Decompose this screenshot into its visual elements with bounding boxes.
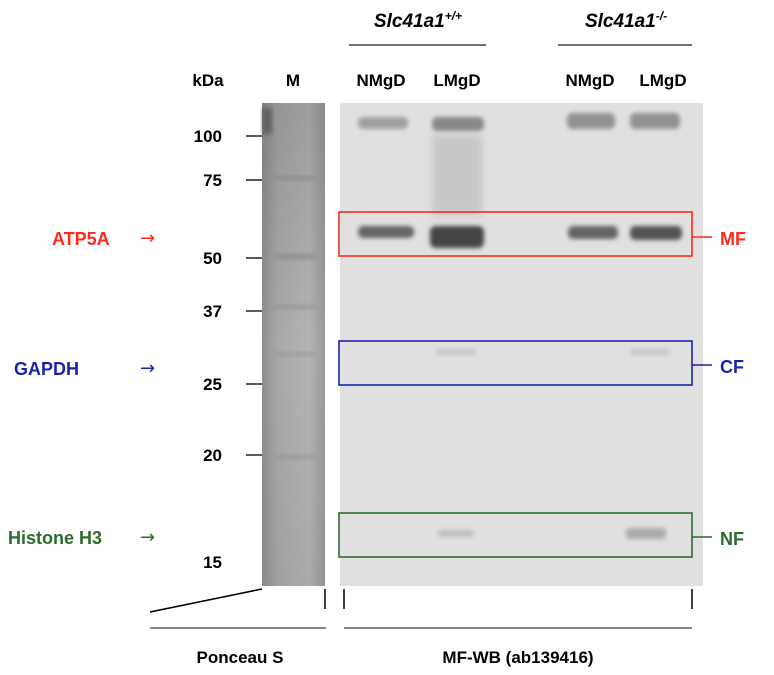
histone-band xyxy=(626,528,666,539)
atp5a-band xyxy=(430,226,484,248)
high-mw-band xyxy=(630,113,680,129)
genotype-wt-label: Slc41a1+/+ xyxy=(374,9,462,32)
fraction-nf-label: NF xyxy=(720,529,744,549)
mw-label: 100 xyxy=(194,127,222,146)
mw-label: 15 xyxy=(203,553,222,572)
fraction-cf-label: CF xyxy=(720,357,744,377)
histone-band xyxy=(438,530,474,537)
mw-label: 75 xyxy=(203,171,222,190)
lane-label: NMgD xyxy=(356,71,405,90)
ponceau-diagonal-line xyxy=(149,588,263,613)
kda-header: kDa xyxy=(192,71,224,90)
genotype-ko-name: Slc41a1 xyxy=(585,11,656,32)
mw-label: 50 xyxy=(203,249,222,268)
genotype-wt-superscript: +/+ xyxy=(445,9,462,23)
mf-box xyxy=(338,211,693,257)
atp5a-band xyxy=(630,226,682,240)
high-mw-band xyxy=(432,117,484,131)
mw-label: 25 xyxy=(203,375,222,394)
high-mw-band xyxy=(567,113,615,129)
genotype-wt-name: Slc41a1 xyxy=(374,11,445,32)
high-mw-band xyxy=(358,117,408,129)
mw-markers: 100 75 50 37 25 20 15 xyxy=(194,127,262,572)
wb-membrane xyxy=(340,103,703,586)
lane-label: LMgD xyxy=(639,71,686,90)
mw-label: 20 xyxy=(203,446,222,465)
lane-label: LMgD xyxy=(433,71,480,90)
nf-box xyxy=(338,512,693,558)
fraction-mf-label: MF xyxy=(720,229,746,249)
genotype-ko-superscript: -/- xyxy=(656,9,667,23)
wb-label: MF-WB (ab139416) xyxy=(442,648,593,667)
arrow-right-icon: → xyxy=(140,527,155,548)
ponceau-label: Ponceau S xyxy=(197,648,284,667)
gapdh-band xyxy=(630,349,670,355)
mw-label: 37 xyxy=(203,302,222,321)
arrow-right-icon: → xyxy=(140,228,155,249)
protein-histone-label: Histone H3 xyxy=(8,528,102,548)
marker-lane-label: M xyxy=(286,71,300,90)
cf-box xyxy=(338,340,693,386)
protein-gapdh-label: GAPDH xyxy=(14,359,79,379)
lane-label: NMgD xyxy=(565,71,614,90)
genotype-ko-label: Slc41a1-/- xyxy=(585,9,667,32)
ponceau-strip xyxy=(262,103,325,586)
arrow-right-icon: → xyxy=(140,358,155,379)
gapdh-band xyxy=(436,349,476,355)
atp5a-band xyxy=(358,226,414,238)
protein-atp5a-label: ATP5A xyxy=(52,229,110,249)
atp5a-band xyxy=(568,226,618,239)
